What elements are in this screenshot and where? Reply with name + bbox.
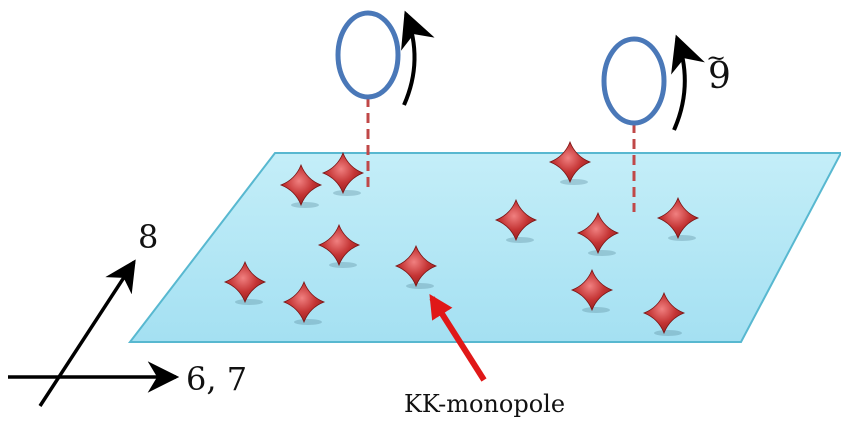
monopole-shadow	[560, 179, 588, 185]
kk-monopole-star	[576, 211, 620, 255]
rotation-arrow-left	[401, 10, 435, 106]
monopole-shadow	[406, 283, 434, 289]
monopole-group	[223, 140, 700, 336]
kk-monopole-star	[570, 268, 614, 312]
monopole-shadow	[654, 330, 682, 336]
kk-monopole-star	[321, 151, 365, 195]
kk-monopole-star	[282, 280, 326, 324]
space-plane	[127, 152, 841, 343]
monopole-shadow	[668, 235, 696, 241]
monopole-shadow	[294, 319, 322, 325]
kk-monopole-star	[656, 196, 700, 240]
kk-monopole-star	[494, 198, 538, 242]
axis-label-8: 8	[138, 218, 158, 256]
kk-monopole-star	[223, 260, 267, 304]
kk-monopole-label: KK-monopole	[404, 390, 565, 418]
monopole-shadow	[329, 262, 357, 268]
kk-monopole-star	[394, 244, 438, 288]
kk-monopole-star	[279, 163, 323, 207]
monopole-shadow	[235, 299, 263, 305]
circle-loop-right	[601, 36, 667, 126]
monopole-shadow	[588, 250, 616, 256]
axis-arrow-8	[38, 259, 136, 407]
axis-label-67: 6, 7	[186, 360, 247, 398]
monopole-shadow	[291, 202, 319, 208]
pointer-arrow	[429, 293, 487, 382]
monopole-shadow	[333, 190, 361, 196]
loop-label: 9	[708, 56, 731, 97]
kk-monopole-star	[548, 140, 592, 184]
kk-monopole-star	[317, 223, 361, 267]
monopole-shadow	[582, 307, 610, 313]
rotation-arrow-right	[671, 34, 705, 131]
monopole-shadow	[506, 237, 534, 243]
loop-label-accent: ~	[706, 44, 726, 72]
kk-monopole-star	[642, 291, 686, 335]
circle-loop-left	[335, 10, 401, 100]
